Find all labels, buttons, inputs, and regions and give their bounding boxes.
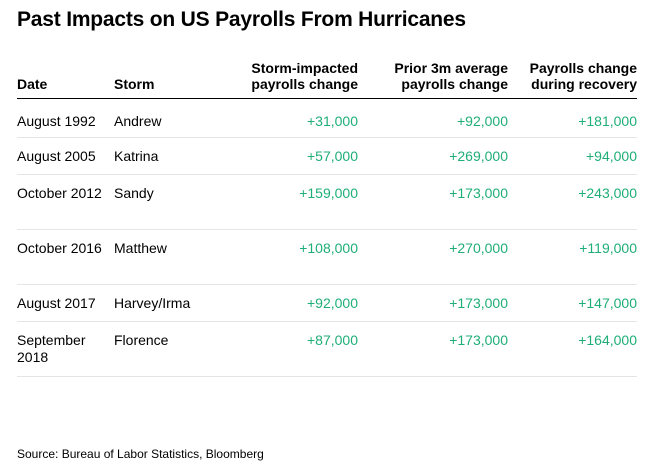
cell-recovery: +94,000 bbox=[508, 137, 637, 175]
cell-storm-impacted: +87,000 bbox=[227, 321, 358, 377]
cell-recovery: +181,000 bbox=[508, 98, 637, 138]
column-header-line: Prior 3m average bbox=[394, 60, 508, 76]
cell-date: October 2012 bbox=[17, 174, 114, 230]
cell-storm: Matthew bbox=[114, 229, 227, 285]
cell-prior-average: +173,000 bbox=[358, 174, 508, 230]
table-row: October 2016 Matthew +108,000 +270,000 +… bbox=[17, 229, 637, 285]
hurricane-payrolls-table: Date Storm Storm-impacted payrolls change… bbox=[17, 58, 637, 377]
cell-recovery: +164,000 bbox=[508, 321, 637, 377]
cell-prior-average: +269,000 bbox=[358, 137, 508, 175]
cell-storm: Harvey/Irma bbox=[114, 284, 227, 322]
column-header-line: payrolls change bbox=[251, 76, 358, 92]
cell-storm-impacted: +31,000 bbox=[227, 98, 358, 138]
table-row: August 2017 Harvey/Irma +92,000 +173,000… bbox=[17, 284, 637, 322]
cell-storm-impacted: +57,000 bbox=[227, 137, 358, 175]
column-header-line: Payrolls change bbox=[529, 60, 637, 76]
table-header-row: Date Storm Storm-impacted payrolls change… bbox=[17, 58, 637, 99]
cell-recovery: +119,000 bbox=[508, 229, 637, 285]
cell-storm: Andrew bbox=[114, 98, 227, 138]
cell-prior-average: +92,000 bbox=[358, 98, 508, 138]
column-header-line: Storm-impacted bbox=[251, 60, 358, 76]
column-header-prior-average: Prior 3m average payrolls change bbox=[358, 58, 508, 99]
page-title: Past Impacts on US Payrolls From Hurrica… bbox=[17, 8, 466, 31]
cell-recovery: +147,000 bbox=[508, 284, 637, 322]
table-row: August 1992 Andrew +31,000 +92,000 +181,… bbox=[17, 98, 637, 138]
cell-storm: Florence bbox=[114, 321, 227, 377]
column-header-line: payrolls change bbox=[401, 76, 508, 92]
cell-storm-impacted: +92,000 bbox=[227, 284, 358, 322]
column-header-storm-impacted: Storm-impacted payrolls change bbox=[227, 58, 358, 99]
cell-storm: Katrina bbox=[114, 137, 227, 175]
source-note: Source: Bureau of Labor Statistics, Bloo… bbox=[17, 447, 264, 461]
column-header-recovery: Payrolls change during recovery bbox=[508, 58, 637, 99]
cell-date: October 2016 bbox=[17, 229, 114, 285]
cell-prior-average: +173,000 bbox=[358, 284, 508, 322]
cell-prior-average: +270,000 bbox=[358, 229, 508, 285]
cell-recovery: +243,000 bbox=[508, 174, 637, 230]
column-header-storm: Storm bbox=[114, 58, 227, 99]
cell-storm-impacted: +108,000 bbox=[227, 229, 358, 285]
cell-date: August 2017 bbox=[17, 284, 114, 322]
cell-date: August 2005 bbox=[17, 137, 114, 175]
table-row: September 2018 Florence +87,000 +173,000… bbox=[17, 321, 637, 377]
table-row: October 2012 Sandy +159,000 +173,000 +24… bbox=[17, 174, 637, 230]
cell-storm: Sandy bbox=[114, 174, 227, 230]
table-row: August 2005 Katrina +57,000 +269,000 +94… bbox=[17, 137, 637, 175]
column-header-line: during recovery bbox=[531, 76, 637, 92]
cell-date: August 1992 bbox=[17, 98, 114, 138]
cell-prior-average: +173,000 bbox=[358, 321, 508, 377]
cell-date: September 2018 bbox=[17, 321, 114, 377]
cell-storm-impacted: +159,000 bbox=[227, 174, 358, 230]
column-header-date: Date bbox=[17, 58, 114, 99]
